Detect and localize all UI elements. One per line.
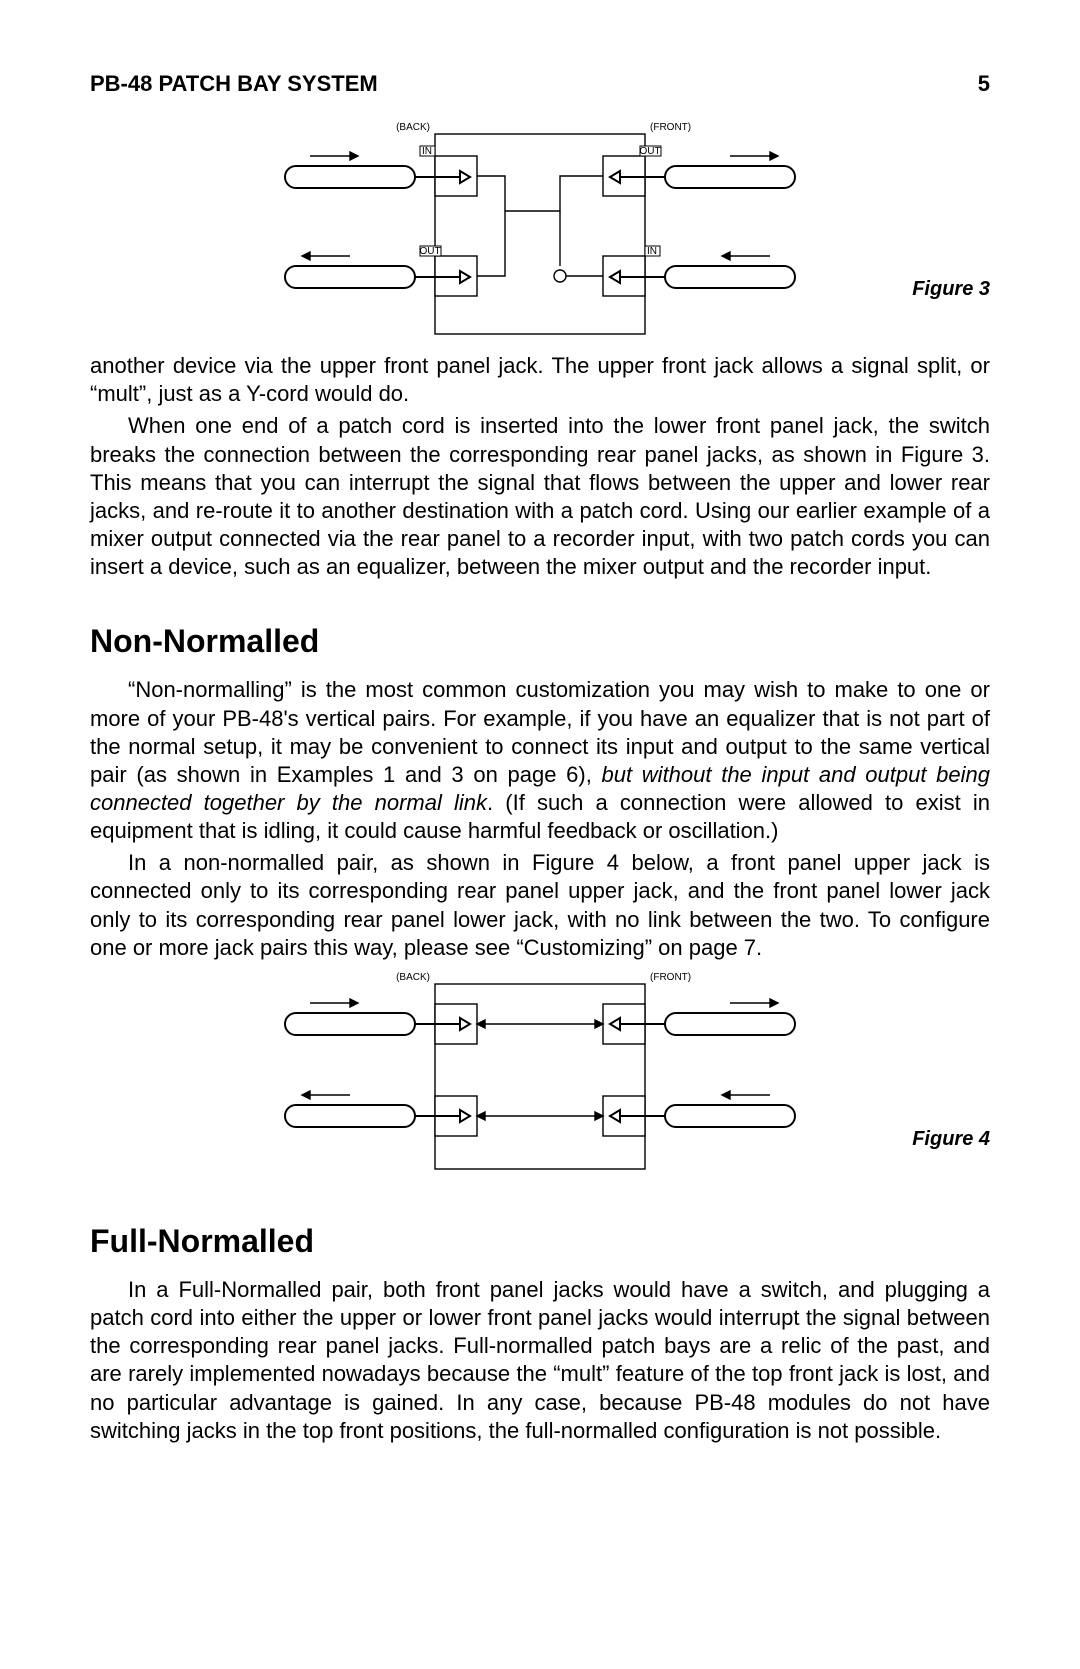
figure-3-caption: Figure 3 <box>912 277 990 303</box>
figure-3-diagram: (BACK) (FRONT) IN OUT OUT IN <box>260 116 820 346</box>
svg-text:IN: IN <box>647 246 657 257</box>
page-header: PB-48 PATCH BAY SYSTEM 5 <box>90 70 990 98</box>
svg-text:(BACK): (BACK) <box>396 972 430 983</box>
svg-text:IN: IN <box>422 146 432 157</box>
figure-4-caption: Figure 4 <box>912 1127 990 1153</box>
figure-4-diagram: (BACK) (FRONT) <box>260 966 820 1181</box>
body-paragraph-2-text: When one end of a patch cord is inserted… <box>90 413 990 579</box>
body-paragraph-2: When one end of a patch cord is inserted… <box>90 412 990 581</box>
body-paragraph-1-text: another device via the upper front panel… <box>90 353 990 406</box>
section1-paragraph-2: In a non-normalled pair, as shown in Fig… <box>90 849 990 962</box>
svg-text:OUT: OUT <box>639 146 660 157</box>
doc-title: PB-48 PATCH BAY SYSTEM <box>90 70 378 98</box>
figure-3: (BACK) (FRONT) IN OUT OUT IN <box>90 116 990 346</box>
heading-non-normalled: Non-Normalled <box>90 621 990 662</box>
svg-text:(FRONT): (FRONT) <box>650 972 691 983</box>
section1-paragraph-2-text: In a non-normalled pair, as shown in Fig… <box>90 850 990 959</box>
figure-4: (BACK) (FRONT) <box>90 966 990 1181</box>
page-number: 5 <box>978 70 990 98</box>
section1-paragraph-1: “Non-normalling” is the most common cust… <box>90 676 990 845</box>
heading-full-normalled: Full-Normalled <box>90 1221 990 1262</box>
svg-text:(BACK): (BACK) <box>396 122 430 133</box>
svg-text:OUT: OUT <box>419 246 440 257</box>
section2-paragraph-1: In a Full-Normalled pair, both front pan… <box>90 1276 990 1445</box>
body-paragraph-1: another device via the upper front panel… <box>90 352 990 408</box>
section2-paragraph-1-text: In a Full-Normalled pair, both front pan… <box>90 1277 990 1443</box>
svg-text:(FRONT): (FRONT) <box>650 122 691 133</box>
